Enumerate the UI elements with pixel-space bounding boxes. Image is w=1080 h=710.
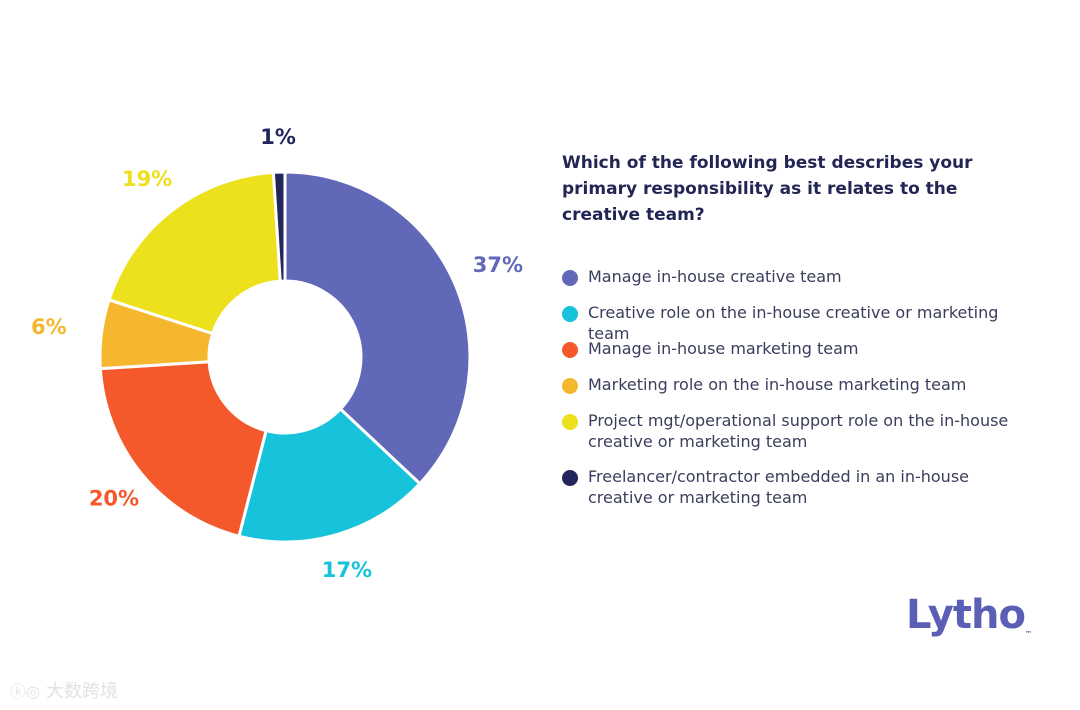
legend-label: Manage in-house marketing team xyxy=(588,339,859,358)
logo-text: Lytho xyxy=(906,592,1026,638)
percent-label-manage-marketing: 20% xyxy=(89,487,139,511)
logo-trademark: ™ xyxy=(1024,630,1032,638)
percent-label-marketing-role: 6% xyxy=(31,315,67,339)
legend-item-manage-marketing: Manage in-house marketing team xyxy=(562,338,1032,359)
percent-label-creative-role: 17% xyxy=(322,558,372,582)
slice-manage-marketing xyxy=(98,360,268,539)
legend-label: Project mgt/operational support role on … xyxy=(588,411,1009,451)
legend-item-manage-creative: Manage in-house creative team xyxy=(562,266,1032,287)
slice-manage-creative xyxy=(283,170,472,486)
legend-label: Freelancer/contractor embedded in an in-… xyxy=(588,467,969,507)
legend-dot-icon xyxy=(562,414,578,430)
legend-label: Creative role on the in-house creative o… xyxy=(588,303,999,343)
legend-item-marketing-role: Marketing role on the in-house marketing… xyxy=(562,374,1032,395)
donut-chart: 37% 17% 20% 6% 19% 1% xyxy=(31,125,523,582)
donut-slices xyxy=(98,170,472,544)
legend-label: Marketing role on the in-house marketing… xyxy=(588,375,967,394)
legend-item-creative-role: Creative role on the in-house creative o… xyxy=(562,302,1032,344)
legend-dot-icon xyxy=(562,470,578,486)
percent-label-freelancer: 1% xyxy=(260,125,296,149)
slice-project-mgt xyxy=(107,170,282,336)
watermark-text: 大数跨境 xyxy=(45,681,118,702)
percent-labels: 37% 17% 20% 6% 19% 1% xyxy=(31,125,523,582)
legend-dot-icon xyxy=(562,306,578,322)
slice-creative-role xyxy=(237,406,422,544)
chart-title: Which of the following best describes yo… xyxy=(562,153,973,225)
percent-label-manage-creative: 37% xyxy=(473,253,523,277)
legend-label: Manage in-house creative team xyxy=(588,267,842,286)
slice-freelancer xyxy=(271,170,287,283)
legend-dot-icon xyxy=(562,270,578,286)
legend-dot-icon xyxy=(562,378,578,394)
lytho-logo: Lytho™ xyxy=(906,592,1032,638)
legend-item-freelancer: Freelancer/contractor embedded in an in-… xyxy=(562,466,1032,508)
legend-item-project-mgt: Project mgt/operational support role on … xyxy=(562,410,1032,452)
percent-label-project-mgt: 19% xyxy=(122,167,172,191)
legend-dot-icon xyxy=(562,342,578,358)
watermark-icon: ⓚ◎ xyxy=(10,682,40,701)
watermark: ⓚ◎ 大数跨境 xyxy=(10,677,118,703)
